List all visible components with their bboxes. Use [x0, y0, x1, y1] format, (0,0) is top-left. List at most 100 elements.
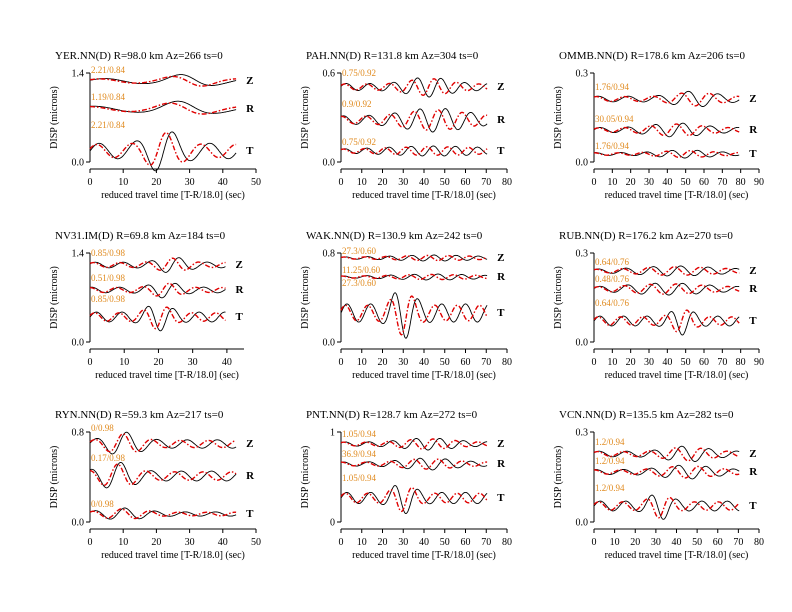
component-label: R — [497, 114, 506, 126]
y-tick-label: 0.0 — [72, 158, 85, 169]
waveform-panel: OMMB.NN(D) R=178.6 km Az=206 ts=0 0.3 0.0 D… — [553, 50, 764, 201]
x-tick-label: 0 — [592, 177, 597, 188]
waveform-panel: PAH.NN(D) R=131.8 km Az=304 ts=0 0.6 0.0 DI… — [300, 50, 512, 201]
fit-annotation: 0.64/0.76 — [595, 298, 630, 308]
y-tick-label: 0.0 — [72, 338, 85, 349]
observed-trace-z — [89, 431, 237, 455]
component-label: Z — [246, 438, 253, 450]
y-tick-label: 1 — [330, 428, 335, 439]
x-tick-label: 70 — [733, 537, 743, 548]
y-tick-label: 0.3 — [576, 428, 589, 439]
synthetic-trace-r — [90, 282, 226, 297]
component-label: R — [497, 271, 506, 283]
fit-annotation: 0.75/0.92 — [342, 68, 376, 78]
waveform-panel: WAK.NN(D) R=130.9 km Az=242 ts=0 0.8 0.0 DI… — [300, 230, 512, 381]
component-label: Z — [236, 259, 243, 271]
x-tick-label: 50 — [440, 537, 450, 548]
component-label: Z — [497, 438, 504, 450]
panel-title: PNT.NN(D) R=128.7 km Az=272 ts=0 — [306, 409, 478, 421]
component-label: R — [749, 466, 758, 478]
x-tick-label: 20 — [626, 357, 636, 368]
waveform-panel: VCN.NN(D) R=135.5 km Az=282 ts=0 0.3 0.0 DI… — [553, 409, 764, 561]
x-tick-label: 40 — [222, 357, 232, 368]
fit-annotation: 0/0.98 — [91, 423, 114, 433]
fit-annotation: 1.19/0.84 — [91, 92, 126, 102]
synthetic-trace-r — [594, 465, 740, 479]
x-tick-label: 20 — [378, 357, 388, 368]
synthetic-trace-z — [593, 92, 740, 107]
component-label: R — [236, 284, 245, 296]
x-tick-label: 10 — [357, 177, 367, 188]
component-label: R — [246, 103, 255, 115]
x-tick-label: 0 — [339, 357, 344, 368]
component-label: Z — [246, 75, 253, 87]
x-axis-label: reduced travel time [T-R/18.0] (sec) — [95, 370, 239, 381]
x-tick-label: 50 — [251, 537, 261, 548]
panel-title: RUB.NN(D) R=176.2 km Az=270 ts=0 — [559, 230, 733, 242]
y-tick-label: 0.0 — [323, 158, 336, 169]
x-tick-label: 10 — [610, 537, 620, 548]
x-tick-label: 40 — [218, 177, 228, 188]
observed-trace-z — [593, 90, 740, 107]
x-tick-label: 40 — [662, 177, 672, 188]
synthetic-trace-r — [340, 458, 488, 470]
x-axis-label: reduced travel time [T-R/18.0] (sec) — [352, 370, 496, 381]
y-axis-label: DISP (microns) — [49, 446, 60, 509]
observed-trace-r — [90, 100, 237, 114]
x-tick-label: 20 — [378, 537, 388, 548]
panel-title: RYN.NN(D) R=59.3 km Az=217 ts=0 — [55, 409, 224, 421]
x-tick-label: 0 — [88, 177, 93, 188]
panel-title: PAH.NN(D) R=131.8 km Az=304 ts=0 — [306, 50, 479, 62]
fit-annotation: 0.85/0.98 — [91, 248, 126, 258]
x-tick-label: 40 — [419, 177, 429, 188]
y-axis-label: DISP (microns) — [300, 86, 311, 149]
x-tick-label: 0 — [592, 357, 597, 368]
x-tick-label: 10 — [357, 357, 367, 368]
x-tick-label: 50 — [681, 357, 691, 368]
x-tick-label: 10 — [607, 357, 617, 368]
x-tick-label: 70 — [481, 537, 491, 548]
observed-trace-r — [89, 461, 237, 489]
x-tick-label: 40 — [662, 357, 672, 368]
synthetic-trace-z — [340, 254, 488, 262]
x-tick-label: 80 — [502, 357, 512, 368]
y-tick-label: 0.0 — [323, 338, 336, 349]
x-tick-label: 30 — [185, 177, 195, 188]
fit-annotation: 2.21/0.84 — [91, 120, 126, 130]
fit-annotation: 27.3/0.60 — [342, 278, 377, 288]
waveform-panel: RUB.NN(D) R=176.2 km Az=270 ts=0 0.3 0.0 DI… — [553, 230, 764, 381]
component-label: T — [246, 145, 254, 157]
component-label: Z — [749, 448, 756, 460]
component-label: T — [749, 315, 757, 327]
x-tick-label: 80 — [736, 177, 746, 188]
x-tick-label: 20 — [153, 357, 163, 368]
fit-annotation: 0.9/0.92 — [342, 99, 372, 109]
x-tick-label: 30 — [188, 357, 198, 368]
x-tick-label: 10 — [119, 357, 129, 368]
observed-trace-z — [593, 445, 740, 462]
observed-trace-t — [89, 507, 237, 520]
panel-title: WAK.NN(D) R=130.9 km Az=242 ts=0 — [306, 230, 483, 242]
x-tick-label: 60 — [699, 357, 709, 368]
y-axis-label: DISP (microns) — [553, 266, 564, 329]
x-tick-label: 20 — [378, 177, 388, 188]
fit-annotation: 36.9/0.94 — [342, 449, 377, 459]
x-tick-label: 30 — [185, 537, 195, 548]
fit-annotation: 0.85/0.98 — [91, 294, 126, 304]
synthetic-trace-z — [89, 75, 237, 87]
observed-trace-z — [89, 74, 237, 86]
x-tick-label: 0 — [88, 357, 93, 368]
fit-annotation: 2.21/0.84 — [91, 65, 126, 75]
observed-trace-z — [340, 77, 488, 98]
x-tick-label: 0 — [339, 177, 344, 188]
y-axis-label: DISP (microns) — [300, 446, 311, 509]
observed-trace-t — [593, 494, 740, 520]
x-axis-label: reduced travel time [T-R/18.0] (sec) — [101, 190, 245, 201]
synthetic-trace-r — [593, 123, 740, 137]
fit-annotation: 11.25/0.60 — [342, 265, 381, 275]
component-label: Z — [497, 81, 504, 93]
y-tick-label: 1.4 — [72, 249, 85, 260]
x-tick-label: 20 — [626, 177, 636, 188]
synthetic-trace-t — [593, 309, 740, 333]
waveform-panel: NV31.IM(D) R=69.8 km Az=184 ts=0 1.4 0.0 DI… — [49, 230, 245, 381]
